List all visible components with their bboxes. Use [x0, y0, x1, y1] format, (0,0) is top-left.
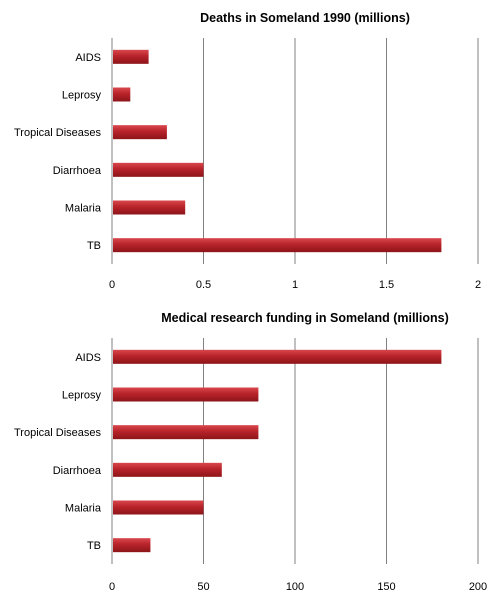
category-label: TB	[87, 540, 101, 552]
category-label: Diarrhoea	[53, 465, 102, 477]
x-tick-label: 0.5	[196, 279, 211, 291]
bar-malaria	[113, 200, 186, 215]
x-tick-label: 100	[286, 581, 304, 593]
bar-tb	[113, 238, 442, 253]
bar-aids	[113, 49, 149, 64]
x-tick-label: 200	[469, 581, 487, 593]
chart-title: Medical research funding in Someland (mi…	[161, 311, 449, 325]
category-label: AIDS	[75, 52, 101, 64]
bar-tropical-diseases	[113, 125, 167, 140]
bar-tb	[113, 538, 151, 553]
chart-svg: Medical research funding in Someland (mi…	[14, 311, 487, 593]
chart-title: Deaths in Someland 1990 (millions)	[200, 11, 410, 25]
bar-diarrhoea	[113, 162, 204, 177]
x-tick-label: 1	[292, 279, 298, 291]
category-label: AIDS	[75, 352, 101, 364]
category-label: Tropical Diseases	[14, 427, 102, 439]
category-label: TB	[87, 240, 101, 252]
bar-aids	[113, 349, 442, 364]
x-tick-label: 0	[109, 279, 115, 291]
category-label: Malaria	[65, 203, 102, 215]
category-label: Tropical Diseases	[14, 127, 102, 139]
chart-svg: Deaths in Someland 1990 (millions) 0 0.5 1 1…	[14, 11, 481, 291]
x-tick-label: 1.5	[379, 279, 394, 291]
x-tick-label: 50	[197, 581, 209, 593]
category-label: Leprosy	[62, 390, 102, 402]
bar-leprosy	[113, 87, 131, 102]
category-label: Malaria	[65, 503, 102, 515]
x-tick-label: 2	[475, 279, 481, 291]
bar-leprosy	[113, 387, 259, 402]
x-tick-label: 0	[109, 581, 115, 593]
category-label: Leprosy	[62, 90, 102, 102]
deaths-chart: Deaths in Someland 1990 (millions) 0 0.5 1 1…	[14, 11, 481, 291]
bar-tropical-diseases	[113, 425, 259, 440]
bar-diarrhoea	[113, 462, 222, 477]
x-tick-label: 150	[377, 581, 395, 593]
category-label: Diarrhoea	[53, 165, 102, 177]
bar-malaria	[113, 500, 204, 515]
funding-chart: Medical research funding in Someland (mi…	[0, 300, 490, 600]
